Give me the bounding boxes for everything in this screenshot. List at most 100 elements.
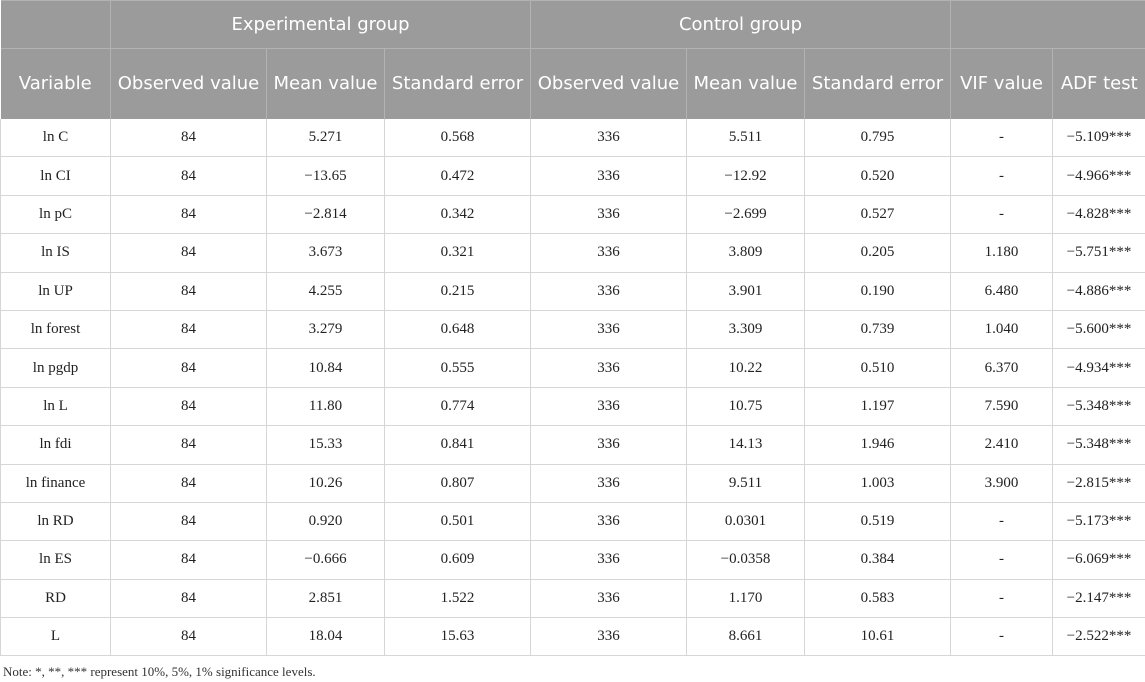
ctrl-observed-cell: 336 (530, 579, 687, 619)
vif-cell: 6.370 (950, 348, 1053, 388)
ctrl-observed-cell: 336 (530, 502, 687, 542)
exp-mean-cell: 10.84 (266, 348, 385, 388)
header-vif-value: VIF value (950, 48, 1053, 119)
header-exp-mean-value: Mean value (266, 48, 385, 119)
table-body: ln C 84 5.271 0.568 336 5.511 0.795- −5.109*** l… (0, 119, 1145, 657)
exp-mean-cell: 3.279 (266, 310, 385, 350)
variable-cell: ln IS (0, 233, 111, 273)
ctrl-std-error-cell: 0.795 (803, 119, 951, 158)
ctrl-std-error-cell: 0.205 (803, 233, 951, 273)
table-row: ln ES 84 −0.666 0.609 336 −0.0358 0.384- −6.069… (0, 540, 1145, 580)
table-row: ln finance 84 10.26 0.807 336 9.511 1.003 3.900… (0, 464, 1145, 503)
table-row: ln UP 84 4.255 0.215 336 3.901 0.190 6.480 −4.88… (0, 272, 1145, 311)
ctrl-observed-cell: 336 (530, 617, 687, 657)
exp-std-error-cell: 0.568 (384, 119, 531, 158)
ctrl-mean-cell: 8.661 (686, 617, 805, 657)
ctrl-observed-cell: 336 (530, 119, 687, 158)
exp-std-error-cell: 0.841 (384, 425, 531, 465)
variable-cell: RD (0, 579, 111, 619)
adf-cell: −4.886*** (1052, 272, 1145, 311)
ctrl-mean-cell: −12.92 (686, 156, 805, 196)
vif-cell: 6.480 (950, 272, 1053, 311)
variable-cell: ln pC (0, 195, 111, 235)
ctrl-std-error-cell: 1.197 (803, 387, 951, 427)
header-control-group: Control group (529, 0, 951, 49)
header-spacer (950, 0, 1145, 49)
variable-cell: ln L (0, 387, 111, 427)
exp-observed-cell: 84 (110, 464, 267, 503)
exp-observed-cell: 84 (110, 348, 267, 388)
ctrl-observed-cell: 336 (530, 464, 687, 503)
header-variable: Variable (0, 48, 111, 119)
adf-cell: −4.828*** (1052, 195, 1145, 235)
header-ctrl-standard-error: Standard error (803, 48, 951, 119)
variable-cell: ln CI (0, 156, 111, 196)
table-row: ln forest 84 3.279 0.648 336 3.309 0.739 1.040−… (0, 310, 1145, 350)
exp-observed-cell: 84 (110, 617, 267, 657)
table-note: Note: *, **, *** represent 10%, 5%, 1% s… (3, 664, 316, 679)
exp-observed-cell: 84 (110, 233, 267, 273)
exp-std-error-cell: 0.774 (384, 387, 531, 427)
ctrl-mean-cell: −0.0358 (686, 540, 805, 580)
vif-cell: - (950, 617, 1053, 657)
table-row: ln IS 84 3.673 0.321 336 3.809 0.205 1.180 −5.75… (0, 233, 1145, 273)
ctrl-observed-cell: 336 (530, 387, 687, 427)
ctrl-std-error-cell: 0.583 (803, 579, 951, 619)
adf-cell: −2.147*** (1052, 579, 1145, 619)
table-row: ln C 84 5.271 0.568 336 5.511 0.795- −5.109*** (0, 119, 1145, 158)
table-row: ln RD 84 0.920 0.501 336 0.0301 0.519- −5.173**… (0, 502, 1145, 542)
vif-cell: 7.590 (950, 387, 1053, 427)
exp-mean-cell: 2.851 (266, 579, 385, 619)
ctrl-mean-cell: 1.170 (686, 579, 805, 619)
table-header: Experimental group Control group Variabl… (0, 0, 1145, 119)
exp-std-error-cell: 0.215 (384, 272, 531, 311)
ctrl-mean-cell: 3.901 (686, 272, 805, 311)
table-row: L 84 18.04 15.63 336 8.661 10.61- −2.522*** (0, 617, 1145, 657)
vif-cell: 3.900 (950, 464, 1053, 503)
variable-cell: L (0, 617, 111, 657)
ctrl-observed-cell: 336 (530, 272, 687, 311)
ctrl-observed-cell: 336 (530, 310, 687, 350)
ctrl-std-error-cell: 0.384 (803, 540, 951, 580)
vif-cell: - (950, 195, 1053, 235)
vif-cell: 2.410 (950, 425, 1053, 465)
exp-mean-cell: 18.04 (266, 617, 385, 657)
ctrl-mean-cell: 9.511 (686, 464, 805, 503)
ctrl-std-error-cell: 0.520 (803, 156, 951, 196)
ctrl-mean-cell: 3.309 (686, 310, 805, 350)
exp-std-error-cell: 0.648 (384, 310, 531, 350)
exp-observed-cell: 84 (110, 310, 267, 350)
ctrl-mean-cell: 3.809 (686, 233, 805, 273)
table-row: RD 84 2.851 1.522 336 1.170 0.583- −2.147*** (0, 579, 1145, 619)
ctrl-observed-cell: 336 (530, 348, 687, 388)
table-row: ln pgdp 84 10.84 0.555 336 10.22 0.510 6.370 −4.… (0, 348, 1145, 388)
vif-cell: - (950, 540, 1053, 580)
adf-cell: −6.069*** (1052, 540, 1145, 580)
ctrl-observed-cell: 336 (530, 195, 687, 235)
exp-observed-cell: 84 (110, 579, 267, 619)
exp-mean-cell: 5.271 (266, 119, 385, 158)
adf-cell: −5.751*** (1052, 233, 1145, 273)
exp-observed-cell: 84 (110, 119, 267, 158)
exp-observed-cell: 84 (110, 272, 267, 311)
table-row: ln fdi 84 15.33 0.841 336 14.13 1.946 2.410 −5.3… (0, 425, 1145, 465)
header-exp-observed-value: Observed value (110, 48, 267, 119)
exp-mean-cell: 10.26 (266, 464, 385, 503)
ctrl-mean-cell: 5.511 (686, 119, 805, 158)
ctrl-std-error-cell: 0.739 (803, 310, 951, 350)
variable-cell: ln forest (0, 310, 111, 350)
table-row: ln CI 84 −13.65 0.472 336 −12.92 0.520- −4.966*… (0, 156, 1145, 196)
exp-mean-cell: −13.65 (266, 156, 385, 196)
exp-mean-cell: −0.666 (266, 540, 385, 580)
vif-cell: 1.040 (950, 310, 1053, 350)
exp-observed-cell: 84 (110, 502, 267, 542)
adf-cell: −4.934*** (1052, 348, 1145, 388)
exp-observed-cell: 84 (110, 387, 267, 427)
ctrl-mean-cell: 0.0301 (686, 502, 805, 542)
exp-std-error-cell: 1.522 (384, 579, 531, 619)
exp-mean-cell: 3.673 (266, 233, 385, 273)
exp-observed-cell: 84 (110, 195, 267, 235)
variable-cell: ln finance (0, 464, 111, 503)
ctrl-std-error-cell: 10.61 (803, 617, 951, 657)
variable-cell: ln UP (0, 272, 111, 311)
